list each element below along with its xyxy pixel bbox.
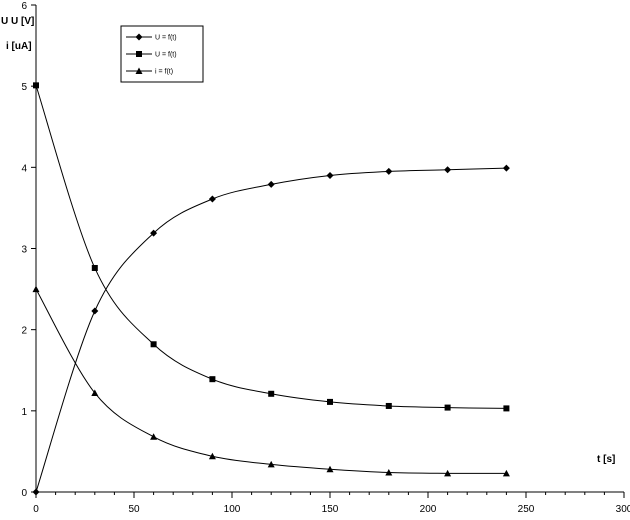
- data-point: [209, 376, 216, 383]
- data-point: [33, 82, 39, 89]
- y-tick-label: 4: [21, 163, 27, 174]
- legend: U = f(t) U = f(t) i = f(t): [120, 25, 204, 83]
- legend-label: i = f(t): [155, 69, 173, 76]
- data-point: [32, 285, 40, 293]
- x-tick-label: 150: [322, 504, 339, 515]
- data-point: [385, 167, 393, 175]
- data-point: [503, 405, 510, 412]
- y-tick-label: 2: [21, 326, 27, 337]
- data-point: [267, 180, 275, 188]
- series-line: [35, 85, 507, 409]
- y-tick-label: 5: [21, 82, 27, 93]
- data-point: [326, 171, 334, 179]
- data-point: [444, 404, 451, 411]
- data-point: [327, 398, 333, 405]
- y-tick-label: 0: [21, 488, 27, 499]
- x-axis-title: t [s]: [597, 454, 615, 465]
- data-point: [385, 469, 393, 476]
- data-point: [326, 465, 334, 473]
- y-tick-label: 6: [21, 1, 27, 12]
- y-axis-title-line1: U U [V]: [1, 16, 34, 27]
- series-2: [33, 82, 510, 412]
- y-tick-label: 3: [21, 245, 27, 256]
- y-tick-label: 1: [21, 407, 27, 418]
- series-1: [32, 164, 510, 496]
- data-point: [91, 389, 99, 396]
- x-tick-label: 200: [420, 504, 437, 515]
- x-tick-label: 300: [616, 504, 630, 515]
- data-point: [150, 341, 157, 348]
- series-layer: [32, 82, 510, 496]
- data-point: [444, 469, 452, 477]
- data-point: [208, 195, 216, 203]
- data-point: [91, 307, 99, 315]
- legend-marker: [135, 67, 143, 74]
- legend-item: U = f(t): [126, 51, 177, 59]
- series-3: [32, 285, 510, 477]
- ticks: 0 50 100 150 200 250 300 0 1 2 3 4 5 6: [21, 1, 630, 515]
- x-tick-label: 100: [224, 504, 241, 515]
- series-line: [35, 288, 507, 474]
- data-point: [268, 390, 275, 397]
- data-point: [32, 488, 40, 496]
- legend-marker: [135, 33, 143, 41]
- legend-label: U = f(t): [155, 52, 177, 59]
- legend-label: U = f(t): [155, 35, 177, 42]
- x-tick-label: 0: [33, 504, 39, 515]
- data-point: [267, 460, 275, 468]
- x-tick-label: 50: [128, 504, 140, 515]
- data-point: [91, 264, 98, 271]
- legend-item: i = f(t): [126, 67, 173, 76]
- data-point: [208, 452, 216, 460]
- legend-marker: [136, 51, 142, 57]
- data-point: [444, 166, 452, 174]
- data-point: [150, 229, 158, 237]
- data-point: [502, 164, 510, 172]
- x-tick-label: 250: [518, 504, 535, 515]
- data-point: [385, 402, 392, 409]
- data-point: [150, 433, 158, 440]
- series-line: [35, 167, 507, 493]
- legend-item: U = f(t): [126, 33, 177, 42]
- y-axis-title-line2: i [uA]: [6, 41, 32, 52]
- data-point: [502, 469, 510, 477]
